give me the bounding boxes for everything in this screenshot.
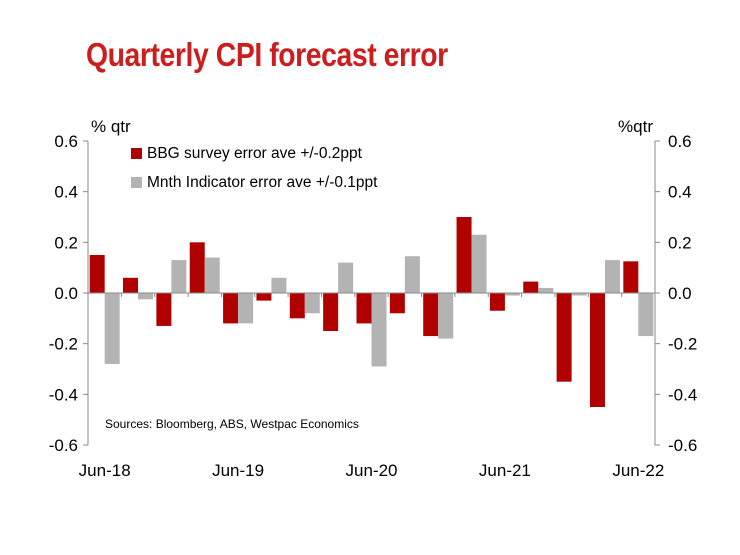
y-tick-label-right: 0.4 xyxy=(668,183,692,202)
bar-indicator xyxy=(504,293,520,296)
y-tick-label-right: -0.4 xyxy=(668,385,697,404)
y-tick-label-left: -0.4 xyxy=(49,385,78,404)
legend-label: BBG survey error ave +/-0.2ppt xyxy=(147,145,363,162)
bar-indicator xyxy=(371,293,387,367)
legend-swatch xyxy=(131,177,142,188)
bar-bbg xyxy=(623,261,639,293)
bar-bbg xyxy=(123,277,139,293)
left-unit-label: % qtr xyxy=(91,117,131,136)
bar-bbg xyxy=(456,217,472,293)
legend: BBG survey error ave +/-0.2ppt Mnth Indic… xyxy=(131,145,378,191)
bar-indicator xyxy=(304,293,320,314)
bar-bbg xyxy=(423,293,439,337)
y-tick-label-right: -0.2 xyxy=(668,335,697,354)
source-note: Sources: Bloomberg, ABS, Westpac Economi… xyxy=(105,417,359,431)
y-tick-label-right: 0.2 xyxy=(668,233,692,252)
x-tick-label: Jun-20 xyxy=(346,461,398,480)
bar-bbg xyxy=(589,293,605,407)
chart-title: Quarterly CPI forecast error xyxy=(86,36,448,73)
x-tick-label: Jun-21 xyxy=(479,461,531,480)
y-tick-label-left: 0.0 xyxy=(54,284,78,303)
bar-indicator xyxy=(104,293,120,364)
bar-indicator xyxy=(438,293,454,339)
bar-indicator xyxy=(404,256,420,293)
legend-label: Mnth Indicator error ave +/-0.1ppt xyxy=(147,174,378,191)
y-tick-label-left: 0.4 xyxy=(54,183,78,202)
bar-bbg xyxy=(256,293,272,301)
bar-indicator xyxy=(204,257,220,293)
bar-indicator xyxy=(338,262,354,293)
y-tick-label-left: 0.6 xyxy=(54,132,78,151)
bar-indicator xyxy=(638,293,654,337)
axes: 0.6 0.6 0.4 0.4 0.2 0.2 0.0 0.0 -0.2 -0.2 -0.4 -0.4… xyxy=(49,132,698,480)
y-tick-label-right: 0.0 xyxy=(668,284,692,303)
bar-bbg xyxy=(523,281,539,293)
bar-indicator xyxy=(471,234,487,293)
y-tick-label-right: -0.6 xyxy=(668,436,697,455)
legend-swatch xyxy=(131,148,142,159)
bar-bbg xyxy=(156,293,172,326)
y-tick-label-left: -0.2 xyxy=(49,335,78,354)
bar-indicator xyxy=(238,293,254,324)
x-tick-label: Jun-22 xyxy=(612,461,664,480)
x-tick-label: Jun-18 xyxy=(79,461,131,480)
bars xyxy=(89,217,654,407)
bar-bbg xyxy=(356,293,372,324)
bar-indicator xyxy=(538,287,554,293)
y-tick-label-right: 0.6 xyxy=(668,132,692,151)
bar-bbg xyxy=(189,242,205,293)
bar-indicator xyxy=(138,293,154,300)
bar-bbg xyxy=(223,293,239,324)
bar-indicator xyxy=(604,260,620,293)
bar-bbg xyxy=(389,293,405,314)
bar-indicator xyxy=(571,293,587,296)
right-unit-label: %qtr xyxy=(618,117,653,136)
y-tick-label-left: 0.2 xyxy=(54,233,78,252)
bar-bbg xyxy=(556,293,572,382)
bar-bbg xyxy=(323,293,339,331)
bar-indicator xyxy=(271,277,287,293)
bar-indicator xyxy=(171,260,187,293)
y-tick-label-left: -0.6 xyxy=(49,436,78,455)
bar-bbg xyxy=(89,255,105,293)
x-tick-label: Jun-19 xyxy=(212,461,264,480)
bar-bbg xyxy=(289,293,305,319)
bar-bbg xyxy=(489,293,505,311)
